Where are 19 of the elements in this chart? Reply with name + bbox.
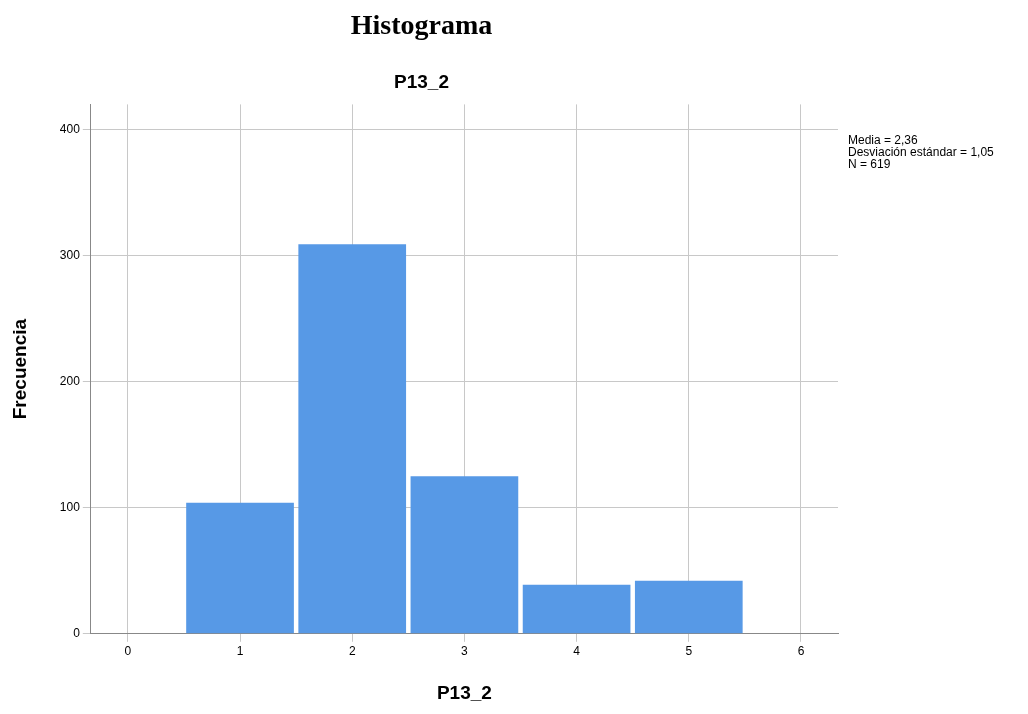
y-tick-label: 300 — [59, 247, 81, 262]
x-axis-title: P13_2 — [436, 681, 492, 703]
x-tick-label: 1 — [236, 644, 244, 659]
x-tick-label: 2 — [348, 644, 356, 659]
y-tick-label: 0 — [73, 626, 81, 641]
text: Media = 2,36 — [848, 132, 919, 147]
text: N = 619 — [848, 156, 891, 171]
y-axis-title: Frecuencia — [8, 318, 30, 420]
x-tick-label: 5 — [685, 644, 693, 659]
x-tick-label: 6 — [797, 644, 805, 659]
x-tick-label: 3 — [461, 644, 469, 659]
x-tick-label: 0 — [124, 644, 132, 659]
y-tick-label: 200 — [59, 374, 81, 389]
y-tick-label: 400 — [59, 121, 81, 136]
x-tick-label: 4 — [573, 644, 581, 659]
chart-title: Histograma — [350, 9, 493, 41]
y-tick-label: 100 — [59, 500, 81, 515]
text: Desviación estándar = 1,05 — [848, 144, 995, 159]
chart-subtitle: P13_2 — [394, 71, 449, 93]
